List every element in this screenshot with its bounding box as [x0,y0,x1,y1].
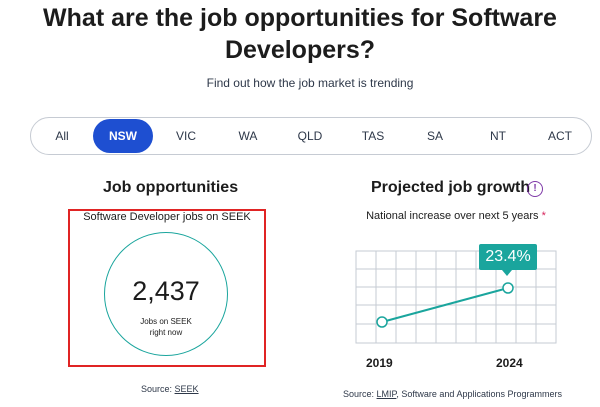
highlight-box [68,209,266,367]
tab-qld[interactable]: QLD [297,129,323,143]
jobs-ring [104,232,228,356]
jobs-sub-line1: Jobs on SEEK [140,317,192,326]
job-opportunities-heading: Job opportunities [103,179,239,196]
seek-source-link[interactable]: SEEK [174,384,199,394]
page-title: What are the job opportunities for Softw… [0,2,600,66]
tab-tas[interactable]: TAS [361,129,385,143]
jobs-sub-line2: right now [149,328,183,337]
end-year-label: 2024 [496,356,523,370]
jobs-sub-label: Jobs on SEEK right now [104,316,228,338]
growth-caption-text: National increase over next 5 years [366,210,539,222]
tab-nt[interactable]: NT [490,129,506,143]
jobs-source: Source: SEEK [141,384,199,394]
growth-asterisk: * [541,210,546,222]
growth-badge: 23.4% [479,244,537,270]
growth-source-label: Source: [343,389,375,399]
jobs-caption: Software Developer jobs on SEEK [83,211,251,223]
growth-badge-tail [502,270,512,276]
page-title-line1: What are the job opportunities for Softw… [43,4,557,32]
tab-sa[interactable]: SA [426,129,443,143]
job-growth-heading: Projected job growth [371,179,531,196]
start-year-label: 2019 [366,356,393,370]
growth-trend-line [381,287,509,323]
growth-source-rest: , Software and Applications Programmers [396,389,562,399]
tab-vic[interactable]: VIC [175,129,196,143]
tab-all[interactable]: All [55,129,69,143]
info-icon[interactable]: ! [527,181,543,197]
growth-caption: National increase over next 5 years * [356,210,556,222]
tab-nsw[interactable]: NSW [93,119,153,153]
growth-chart [355,250,557,344]
growth-source: Source: LMIP, Software and Applications … [343,389,562,399]
jobs-source-label: Source: [141,384,173,394]
lmip-source-link[interactable]: LMIP [376,389,397,399]
page-subtitle: Find out how the job market is trending [206,76,414,90]
jobs-count: 2,437 [132,276,200,306]
growth-end-point [502,282,514,294]
growth-start-point [376,316,388,328]
tab-wa[interactable]: WA [238,129,258,143]
state-tabs: All NSW VIC WA QLD TAS SA NT ACT [30,117,592,155]
tab-act[interactable]: ACT [548,129,572,143]
page-title-line2: Developers? [224,36,376,64]
